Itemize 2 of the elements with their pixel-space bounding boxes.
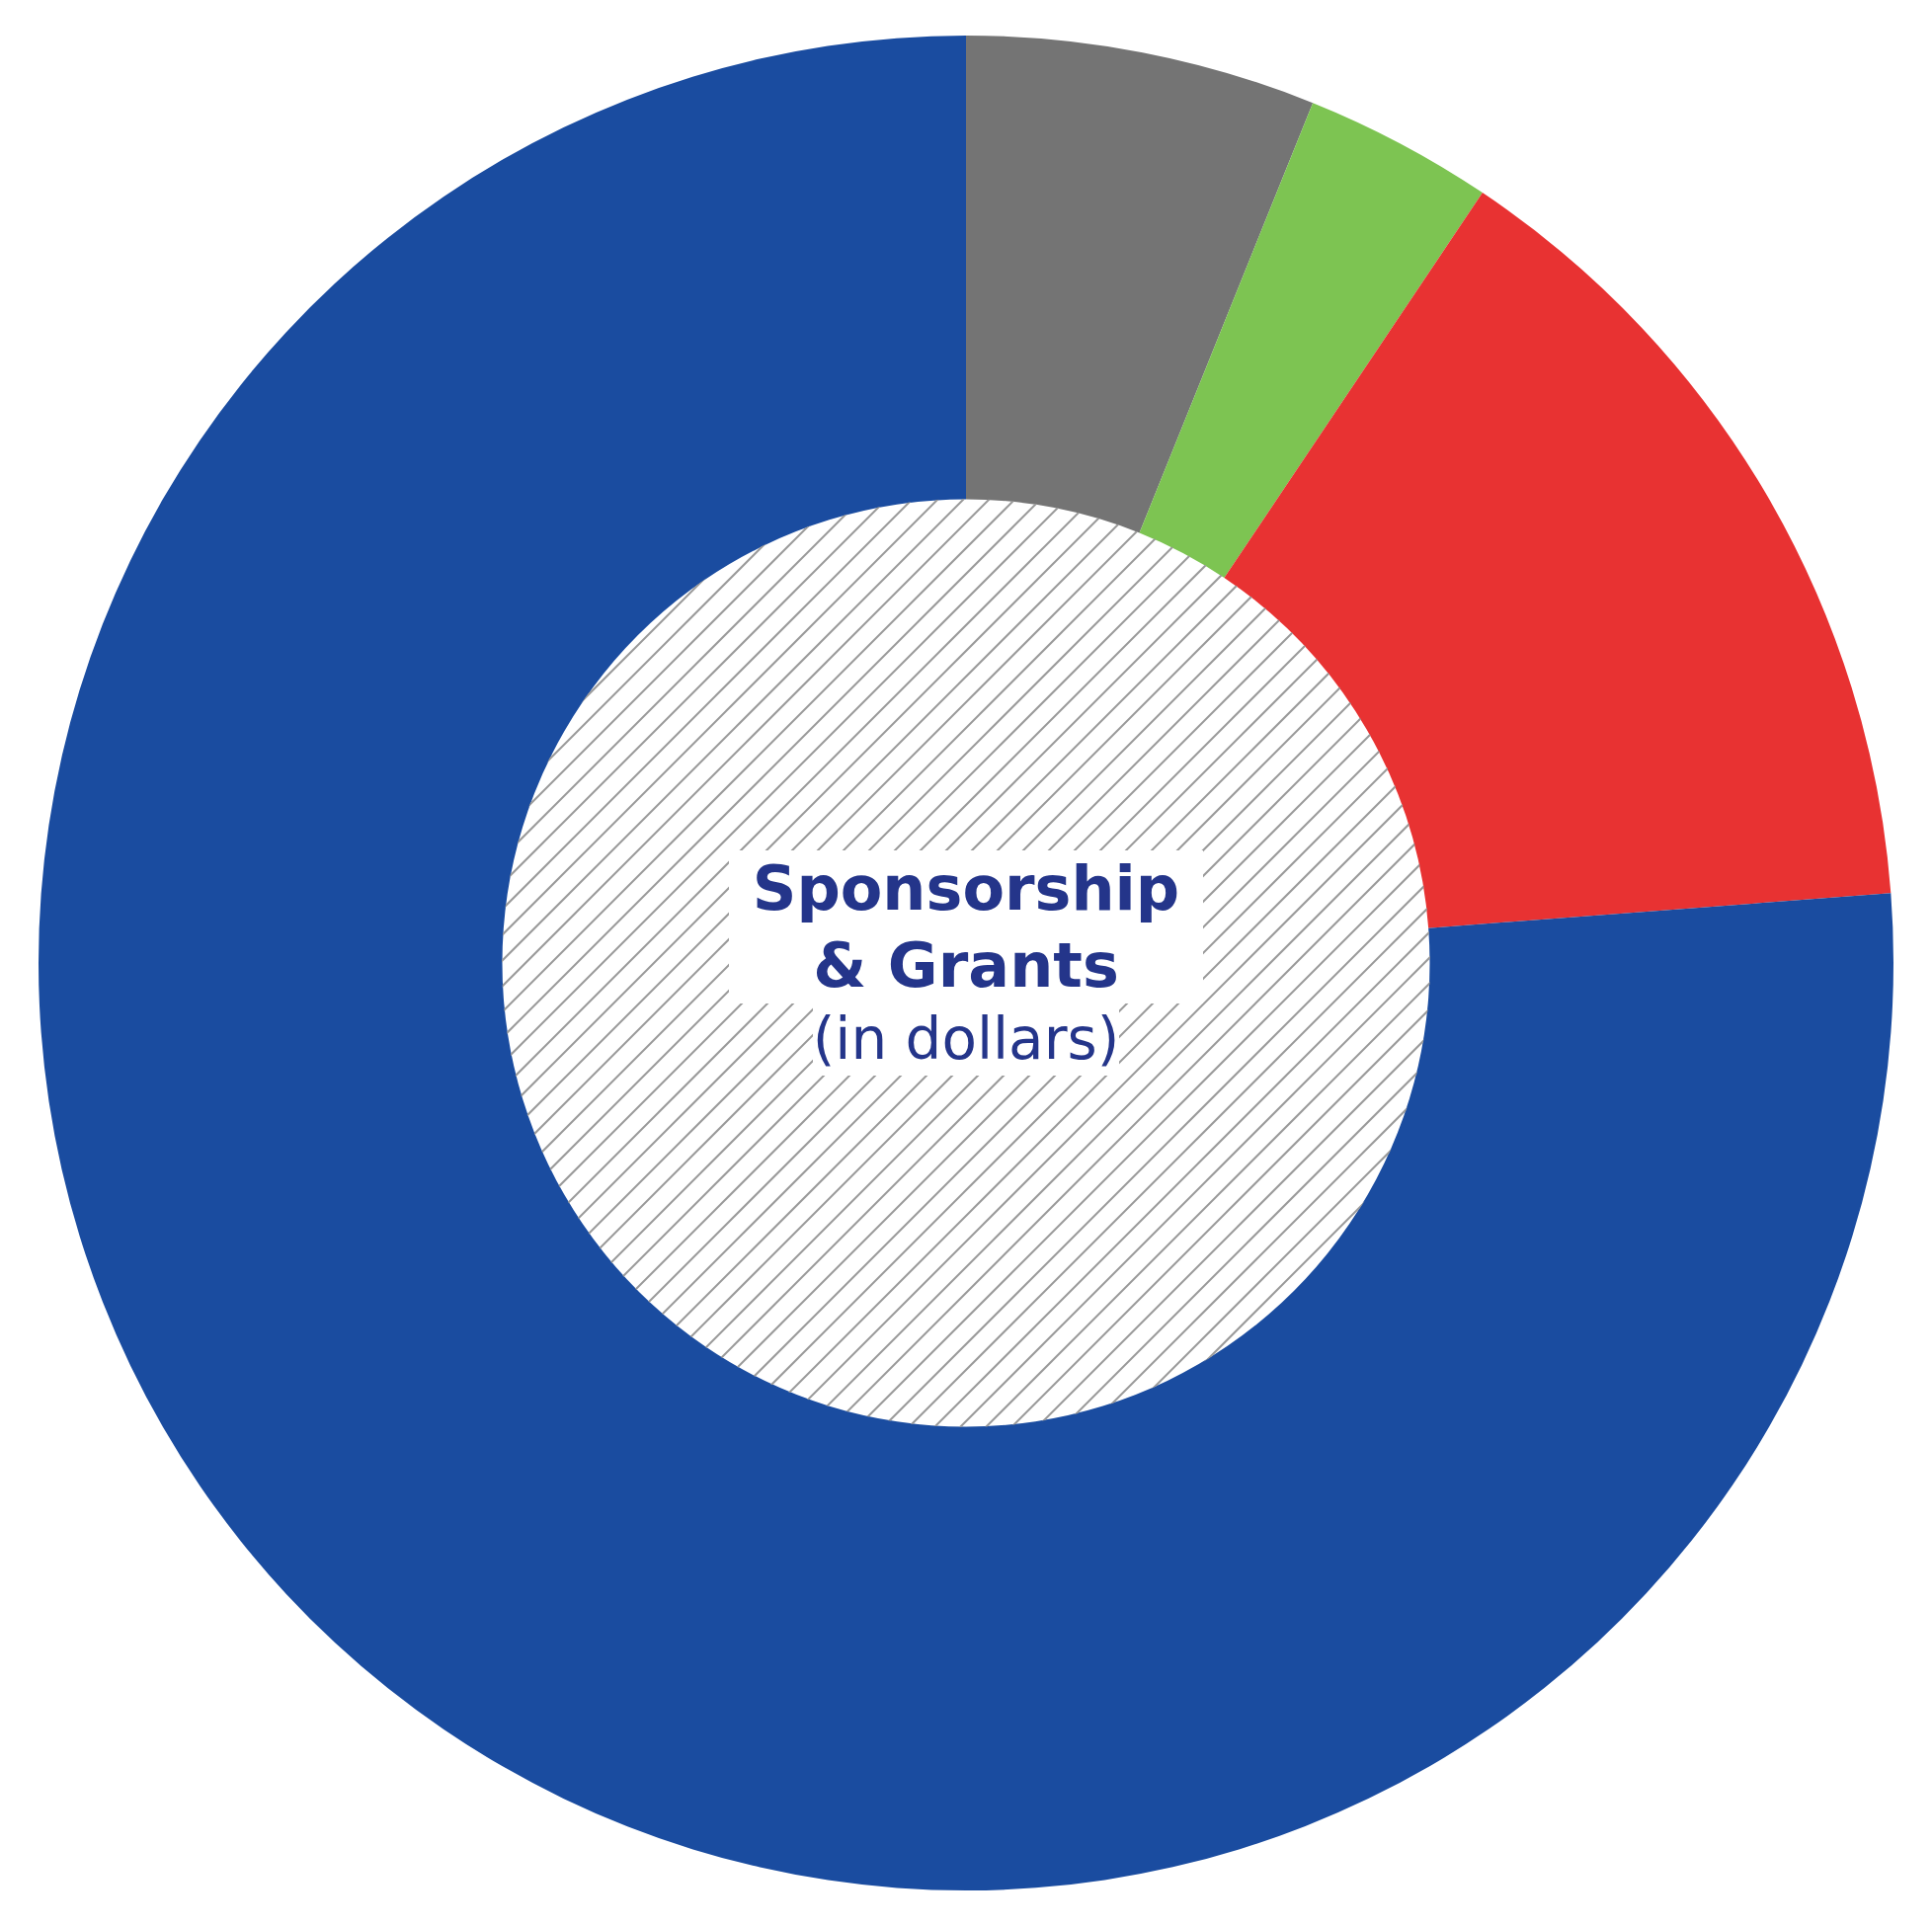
text: (in dollars): [812, 1003, 1120, 1076]
text: Sponsorship & Grants: [729, 850, 1203, 1004]
